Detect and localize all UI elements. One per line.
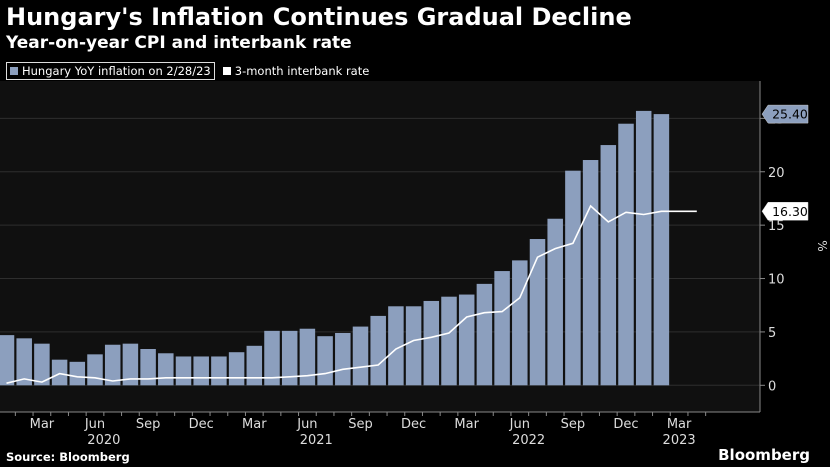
y-tick-label-0: 0: [768, 379, 776, 394]
legend: Hungary YoY inflation on 2/28/23 3-month…: [6, 62, 369, 80]
bar-inflation-30: [529, 239, 546, 386]
callout-inflation-shape: [761, 104, 809, 124]
bar-inflation-31: [547, 218, 563, 386]
x-tick-label-7: Dec: [401, 417, 426, 432]
bar-inflation-32: [565, 170, 581, 386]
chart-title: Hungary's Inflation Continues Gradual De…: [6, 3, 632, 31]
bar-inflation-15: [264, 330, 280, 386]
bar-inflation-3: [51, 359, 68, 386]
bar-inflation-19: [335, 332, 351, 386]
bar-inflation-27: [476, 283, 493, 386]
bar-inflation-21: [370, 315, 386, 386]
x-tick-label-10: Sep: [561, 417, 586, 432]
legend-label-inflation: Hungary YoY inflation on 2/28/23: [22, 64, 211, 78]
bar-inflation-9: [158, 353, 174, 386]
y-tick-label-10: 10: [768, 273, 785, 288]
x-tick-label-0: Mar: [30, 417, 55, 432]
x-tick-label-3: Dec: [189, 417, 214, 432]
source-note: Source: Bloomberg: [6, 450, 130, 464]
x-tick-label-4: Mar: [242, 417, 267, 432]
bar-inflation-20: [352, 326, 369, 386]
bar-inflation-23: [405, 306, 422, 386]
callout-interbank: 16.30: [761, 202, 809, 221]
bar-inflation-10: [175, 356, 192, 386]
x-tick-label-2: Sep: [136, 417, 161, 432]
callout-inflation: 25.40: [761, 104, 809, 124]
bar-inflation-29: [512, 260, 528, 386]
bar-inflation-2: [34, 343, 50, 386]
bar-inflation-14: [246, 345, 263, 386]
x-tick-label-5: Jun: [296, 417, 317, 432]
bar-inflation-7: [122, 343, 139, 386]
line-interbank-rate: [6, 204, 697, 384]
brand-logo: Bloomberg: [718, 446, 810, 464]
bar-inflation-17: [299, 328, 316, 386]
x-year-label-2: 2022: [512, 433, 545, 448]
bar-inflation-11: [193, 356, 209, 386]
bar-inflation-12: [211, 356, 227, 386]
bar-inflation-5: [87, 354, 103, 386]
bar-inflation-25: [441, 296, 457, 386]
bar-inflation-33: [582, 160, 599, 386]
bar-inflation-35: [618, 123, 634, 386]
bar-inflation-0: [0, 335, 15, 386]
bar-inflation-24: [423, 300, 440, 386]
x-tick-label-12: Mar: [667, 417, 692, 432]
bar-inflation-16: [281, 330, 298, 386]
y-tick-label-20: 20: [768, 166, 785, 181]
callout-interbank-shape: [761, 202, 809, 221]
bar-inflation-4: [69, 361, 86, 386]
x-tick-label-11: Dec: [613, 417, 638, 432]
legend-swatch-bar: [10, 67, 18, 75]
legend-item-interbank: 3-month interbank rate: [222, 63, 370, 79]
x-year-label-0: 2020: [87, 433, 120, 448]
bar-inflation-18: [317, 336, 333, 386]
x-tick-label-8: Mar: [454, 417, 479, 432]
x-tick-label-9: Jun: [509, 417, 530, 432]
bar-inflation-6: [104, 344, 121, 386]
y-axis-label: %: [815, 240, 829, 251]
bar-inflation-28: [494, 271, 510, 386]
callout-interbank-text: 16.30: [772, 204, 808, 219]
bar-inflation-37: [653, 114, 670, 386]
chart-subtitle: Year-on-year CPI and interbank rate: [6, 33, 352, 53]
bar-inflation-36: [635, 110, 652, 386]
bar-inflation-8: [140, 349, 156, 386]
x-tick-label-1: Jun: [84, 417, 105, 432]
legend-label-interbank: 3-month interbank rate: [234, 64, 370, 78]
x-year-label-1: 2021: [300, 433, 333, 448]
legend-swatch-line: [222, 67, 231, 75]
bar-inflation-26: [458, 294, 475, 386]
x-tick-label-6: Sep: [348, 417, 373, 432]
bar-inflation-22: [388, 306, 404, 386]
y-tick-label-5: 5: [768, 326, 776, 341]
y-tick-label-15: 15: [768, 219, 785, 234]
bar-inflation-34: [600, 145, 617, 386]
x-year-label-3: 2023: [663, 433, 696, 448]
legend-item-inflation: Hungary YoY inflation on 2/28/23: [6, 62, 215, 80]
bar-inflation-13: [228, 352, 245, 386]
callout-inflation-text: 25.40: [772, 107, 808, 122]
bar-inflation-1: [16, 338, 32, 386]
